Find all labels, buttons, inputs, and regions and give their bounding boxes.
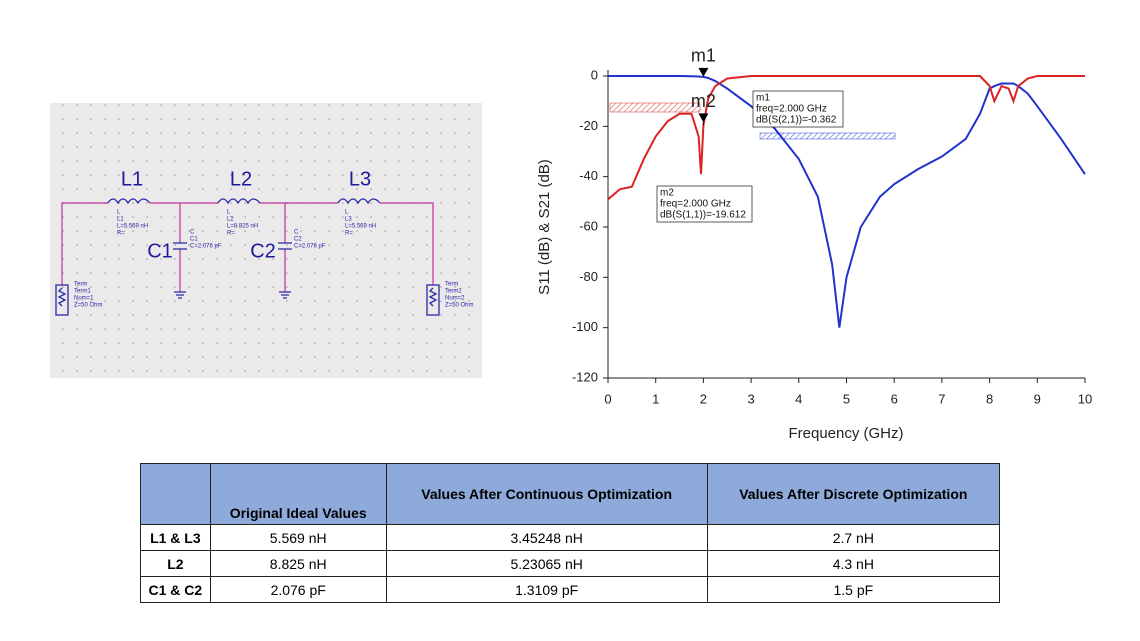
param: L1 bbox=[117, 217, 124, 223]
cell: 3.45248 nH bbox=[385, 524, 708, 551]
x-tick-label: 9 bbox=[1034, 391, 1041, 406]
param: L bbox=[227, 210, 231, 216]
goal-region bbox=[609, 102, 701, 113]
x-tick-label: 7 bbox=[938, 391, 945, 406]
cell: 5.23065 nH bbox=[385, 550, 708, 577]
param: R= bbox=[117, 231, 125, 237]
param: C2 bbox=[294, 237, 302, 243]
cell: 1.3109 pF bbox=[385, 576, 708, 603]
param: L3 bbox=[345, 217, 352, 223]
x-tick-label: 4 bbox=[795, 391, 802, 406]
param: R= bbox=[345, 231, 353, 237]
param: L=5.569 nH bbox=[117, 224, 148, 230]
x-tick-label: 6 bbox=[891, 391, 898, 406]
component-label: L1 bbox=[121, 168, 143, 190]
row: L2 8.825 nH 5.23065 nH 4.3 nH bbox=[140, 550, 1001, 577]
marker-box bbox=[656, 185, 753, 223]
cell: 4.3 nH bbox=[706, 550, 1001, 577]
y-tick-label: -20 bbox=[579, 118, 598, 133]
param: L bbox=[117, 210, 121, 216]
param: Term2 bbox=[445, 289, 462, 295]
marker bbox=[698, 67, 709, 77]
param: R= bbox=[227, 231, 235, 237]
marker-readout: m2 bbox=[660, 188, 674, 199]
header-cell bbox=[140, 463, 211, 525]
component-params: L L1 L=5.569 nH R= L L2 L=8.825 nH R= L … bbox=[74, 210, 474, 309]
header-cell: Original Ideal Values bbox=[209, 463, 387, 525]
cell: 2.076 pF bbox=[209, 576, 387, 603]
y-tick-label: -100 bbox=[572, 319, 598, 334]
marker-readout: freq=2.000 GHz bbox=[660, 199, 731, 210]
series-line bbox=[608, 75, 1086, 328]
y-tick-label: -60 bbox=[579, 218, 598, 233]
y-tick-label: 0 bbox=[591, 67, 598, 82]
x-tick-label: 3 bbox=[747, 391, 754, 406]
y-tick-label: -40 bbox=[579, 168, 598, 183]
series-line bbox=[607, 75, 1085, 201]
header-row: Original Ideal Values Values After Conti… bbox=[140, 463, 1001, 525]
cell: 8.825 nH bbox=[209, 550, 387, 577]
x-tick-label: 10 bbox=[1078, 391, 1092, 406]
row: L1 & L3 5.569 nH 3.45248 nH 2.7 nH bbox=[140, 524, 1001, 551]
schematic: L1 L2 L3 C1 C2 L L1 L=5.569 nH R= L L2 L… bbox=[50, 103, 482, 378]
component-label: L3 bbox=[349, 168, 371, 190]
header-cell: Values After Continuous Optimization bbox=[385, 463, 708, 525]
param: Term1 bbox=[74, 289, 91, 295]
y-axis-label: S11 (dB) & S21 (dB) bbox=[536, 159, 553, 295]
header-cell: Values After Discrete Optimization bbox=[706, 463, 1001, 525]
cell: C1 & C2 bbox=[140, 576, 211, 603]
param: Term bbox=[74, 282, 87, 288]
param: L2 bbox=[227, 217, 234, 223]
x-tick-label: 2 bbox=[700, 391, 707, 406]
param: C=2.076 pF bbox=[190, 244, 222, 250]
y-tick-label: -120 bbox=[572, 369, 598, 384]
x-tick-label: 0 bbox=[604, 391, 611, 406]
component-label: C1 bbox=[147, 240, 173, 262]
marker-readout: dB(S(2,1))=-0.362 bbox=[756, 115, 837, 126]
marker-box bbox=[752, 90, 844, 128]
x-tick-label: 8 bbox=[986, 391, 993, 406]
goal-region bbox=[759, 132, 896, 140]
param: L=5.569 nH bbox=[345, 224, 376, 230]
param: C bbox=[190, 230, 195, 236]
x-tick-label: 1 bbox=[652, 391, 659, 406]
param: Term bbox=[445, 282, 458, 288]
marker-readout: dB(S(1,1))=-19.612 bbox=[660, 210, 746, 221]
marker-label: m1 bbox=[691, 46, 716, 66]
results-table: Original Ideal Values Values After Conti… bbox=[140, 463, 1001, 603]
param: C=2.076 pF bbox=[294, 244, 326, 250]
row: C1 & C2 2.076 pF 1.3109 pF 1.5 pF bbox=[140, 576, 1001, 603]
marker-readout: freq=2.000 GHz bbox=[756, 104, 827, 115]
wires bbox=[61, 202, 434, 292]
x-tick-label: 5 bbox=[843, 391, 850, 406]
components bbox=[55, 198, 440, 316]
grid-dots bbox=[50, 103, 482, 378]
cell: 2.7 nH bbox=[706, 524, 1001, 551]
chart: S11 (dB) & S21 (dB) Frequency (GHz) -120… bbox=[536, 46, 1092, 442]
marker-readout: m1 bbox=[756, 93, 770, 104]
param: L bbox=[345, 210, 349, 216]
param: C bbox=[294, 230, 299, 236]
param: Z=50 Ohm bbox=[445, 303, 474, 309]
param: C1 bbox=[190, 237, 198, 243]
y-tick-label: -80 bbox=[579, 269, 598, 284]
param: Num=2 bbox=[445, 296, 465, 302]
cell: L2 bbox=[140, 550, 211, 577]
param: Z=50 Ohm bbox=[74, 303, 103, 309]
cell: L1 & L3 bbox=[140, 524, 211, 551]
param: L=8.825 nH bbox=[227, 224, 258, 230]
component-label: C2 bbox=[250, 240, 276, 262]
component-label: L2 bbox=[230, 168, 252, 190]
cell: 5.569 nH bbox=[209, 524, 387, 551]
cell: 1.5 pF bbox=[706, 576, 1001, 603]
x-axis-label: Frequency (GHz) bbox=[788, 425, 903, 442]
marker-label: m2 bbox=[691, 91, 716, 111]
param: Num=1 bbox=[74, 296, 94, 302]
marker bbox=[698, 113, 709, 123]
